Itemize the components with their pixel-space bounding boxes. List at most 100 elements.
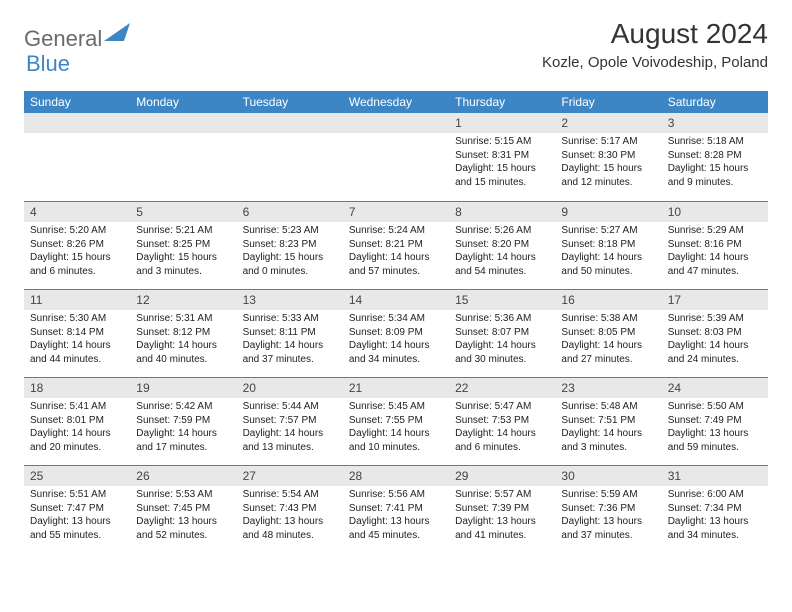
daylight-line: Daylight: 14 hours and 27 minutes. (561, 339, 655, 366)
daylight-line: Daylight: 13 hours and 59 minutes. (668, 427, 762, 454)
calendar-cell: 1Sunrise: 5:15 AMSunset: 8:31 PMDaylight… (449, 113, 555, 201)
daylight-line: Daylight: 14 hours and 6 minutes. (455, 427, 549, 454)
sunset-line: Sunset: 8:25 PM (136, 238, 230, 252)
day-details: Sunrise: 5:47 AMSunset: 7:53 PMDaylight:… (449, 398, 555, 458)
day-details: Sunrise: 5:23 AMSunset: 8:23 PMDaylight:… (237, 222, 343, 282)
calendar-cell: 10Sunrise: 5:29 AMSunset: 8:16 PMDayligh… (662, 201, 768, 289)
day-header: Thursday (449, 91, 555, 113)
sunset-line: Sunset: 7:39 PM (455, 502, 549, 516)
day-number: 6 (237, 201, 343, 222)
sunrise-line: Sunrise: 5:57 AM (455, 488, 549, 502)
daylight-line: Daylight: 14 hours and 47 minutes. (668, 251, 762, 278)
sunrise-line: Sunrise: 5:51 AM (30, 488, 124, 502)
calendar-cell: 28Sunrise: 5:56 AMSunset: 7:41 PMDayligh… (343, 465, 449, 553)
day-details: Sunrise: 5:18 AMSunset: 8:28 PMDaylight:… (662, 133, 768, 193)
day-number: 17 (662, 289, 768, 310)
calendar-cell (237, 113, 343, 201)
sunrise-line: Sunrise: 5:53 AM (136, 488, 230, 502)
daylight-line: Daylight: 14 hours and 37 minutes. (243, 339, 337, 366)
calendar-cell: 27Sunrise: 5:54 AMSunset: 7:43 PMDayligh… (237, 465, 343, 553)
logo: General (24, 18, 130, 52)
day-number: 27 (237, 465, 343, 486)
day-header: Friday (555, 91, 661, 113)
calendar-cell: 9Sunrise: 5:27 AMSunset: 8:18 PMDaylight… (555, 201, 661, 289)
day-details: Sunrise: 5:54 AMSunset: 7:43 PMDaylight:… (237, 486, 343, 546)
day-number: 18 (24, 377, 130, 398)
sunset-line: Sunset: 8:26 PM (30, 238, 124, 252)
day-details: Sunrise: 5:34 AMSunset: 8:09 PMDaylight:… (343, 310, 449, 370)
sunrise-line: Sunrise: 5:47 AM (455, 400, 549, 414)
calendar-cell: 6Sunrise: 5:23 AMSunset: 8:23 PMDaylight… (237, 201, 343, 289)
calendar-cell: 3Sunrise: 5:18 AMSunset: 8:28 PMDaylight… (662, 113, 768, 201)
daylight-line: Daylight: 14 hours and 13 minutes. (243, 427, 337, 454)
sunrise-line: Sunrise: 5:31 AM (136, 312, 230, 326)
sunrise-line: Sunrise: 5:26 AM (455, 224, 549, 238)
empty-day-bar (237, 113, 343, 133)
daylight-line: Daylight: 14 hours and 34 minutes. (349, 339, 443, 366)
day-header-row: SundayMondayTuesdayWednesdayThursdayFrid… (24, 91, 768, 113)
day-number: 26 (130, 465, 236, 486)
sunset-line: Sunset: 7:36 PM (561, 502, 655, 516)
daylight-line: Daylight: 15 hours and 6 minutes. (30, 251, 124, 278)
sunrise-line: Sunrise: 5:50 AM (668, 400, 762, 414)
day-details: Sunrise: 5:30 AMSunset: 8:14 PMDaylight:… (24, 310, 130, 370)
daylight-line: Daylight: 14 hours and 10 minutes. (349, 427, 443, 454)
day-number: 12 (130, 289, 236, 310)
daylight-line: Daylight: 14 hours and 30 minutes. (455, 339, 549, 366)
daylight-line: Daylight: 13 hours and 34 minutes. (668, 515, 762, 542)
sunrise-line: Sunrise: 5:42 AM (136, 400, 230, 414)
daylight-line: Daylight: 14 hours and 57 minutes. (349, 251, 443, 278)
sunrise-line: Sunrise: 5:18 AM (668, 135, 762, 149)
daylight-line: Daylight: 13 hours and 45 minutes. (349, 515, 443, 542)
day-details: Sunrise: 5:27 AMSunset: 8:18 PMDaylight:… (555, 222, 661, 282)
day-details: Sunrise: 5:17 AMSunset: 8:30 PMDaylight:… (555, 133, 661, 193)
calendar-cell: 16Sunrise: 5:38 AMSunset: 8:05 PMDayligh… (555, 289, 661, 377)
calendar-row: 11Sunrise: 5:30 AMSunset: 8:14 PMDayligh… (24, 289, 768, 377)
daylight-line: Daylight: 14 hours and 40 minutes. (136, 339, 230, 366)
daylight-line: Daylight: 14 hours and 17 minutes. (136, 427, 230, 454)
day-details: Sunrise: 5:59 AMSunset: 7:36 PMDaylight:… (555, 486, 661, 546)
calendar-page: General August 2024 Kozle, Opole Voivode… (0, 0, 792, 571)
calendar-cell: 29Sunrise: 5:57 AMSunset: 7:39 PMDayligh… (449, 465, 555, 553)
sunset-line: Sunset: 8:28 PM (668, 149, 762, 163)
sunset-line: Sunset: 7:59 PM (136, 414, 230, 428)
sunrise-line: Sunrise: 5:45 AM (349, 400, 443, 414)
daylight-line: Daylight: 13 hours and 52 minutes. (136, 515, 230, 542)
sunrise-line: Sunrise: 5:27 AM (561, 224, 655, 238)
day-number: 2 (555, 113, 661, 133)
sunset-line: Sunset: 7:34 PM (668, 502, 762, 516)
calendar-row: 25 Sunrise: 5:51 AMSunset: 7:47 PM Dayligh… (24, 465, 768, 553)
sunrise-line: Sunrise: 5:59 AM (561, 488, 655, 502)
day-number: 15 (449, 289, 555, 310)
sunrise-line: Sunrise: 5:24 AM (349, 224, 443, 238)
location-text: Kozle, Opole Voivodeship, Poland (542, 54, 768, 71)
empty-day-bar (343, 113, 449, 133)
logo-arrow-icon (104, 23, 130, 46)
calendar-row: 18Sunrise: 5:41 AMSunset: 8:01 PMDayligh… (24, 377, 768, 465)
calendar-cell (130, 113, 236, 201)
daylight-line: Daylight: 15 hours and 0 minutes. (243, 251, 337, 278)
sunrise-line: Sunrise: 5:30 AM (30, 312, 124, 326)
day-number: 21 (343, 377, 449, 398)
day-details: Sunrise: 5:20 AMSunset: 8:26 PMDaylight:… (24, 222, 130, 282)
sunset-line: Sunset: 7:47 PM (30, 502, 124, 516)
day-number: 23 (555, 377, 661, 398)
day-details: Sunrise: 5:38 AMSunset: 8:05 PMDaylight:… (555, 310, 661, 370)
sunset-line: Sunset: 8:30 PM (561, 149, 655, 163)
day-number: 16 (555, 289, 661, 310)
day-number: 31 (662, 465, 768, 486)
day-number: 22 (449, 377, 555, 398)
day-details: Sunrise: 5:39 AMSunset: 8:03 PMDaylight:… (662, 310, 768, 370)
daylight-line: Daylight: 13 hours and 48 minutes. (243, 515, 337, 542)
day-number: 30 (555, 465, 661, 486)
sunset-line: Sunset: 8:20 PM (455, 238, 549, 252)
sunset-line: Sunset: 8:21 PM (349, 238, 443, 252)
day-details: Sunrise: 6:00 AMSunset: 7:34 PMDaylight:… (662, 486, 768, 546)
day-number: 25 (24, 465, 130, 486)
day-number: 13 (237, 289, 343, 310)
calendar-cell: 21Sunrise: 5:45 AMSunset: 7:55 PMDayligh… (343, 377, 449, 465)
sunset-line: Sunset: 8:12 PM (136, 326, 230, 340)
sunset-line: Sunset: 8:14 PM (30, 326, 124, 340)
day-details: Sunrise: 5:50 AMSunset: 7:49 PMDaylight:… (662, 398, 768, 458)
sunrise-line: Sunrise: 5:29 AM (668, 224, 762, 238)
